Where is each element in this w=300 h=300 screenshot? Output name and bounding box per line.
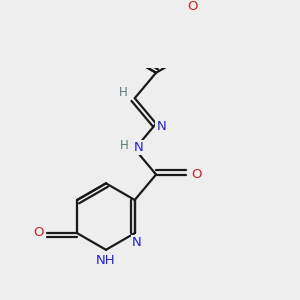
Text: NH: NH xyxy=(95,254,115,267)
Text: H: H xyxy=(119,85,128,98)
Text: H: H xyxy=(119,140,128,152)
Text: O: O xyxy=(34,226,44,239)
Text: N: N xyxy=(132,236,142,249)
Text: O: O xyxy=(187,0,197,13)
Text: O: O xyxy=(191,168,201,181)
Text: N: N xyxy=(134,141,143,154)
Text: N: N xyxy=(157,120,166,133)
